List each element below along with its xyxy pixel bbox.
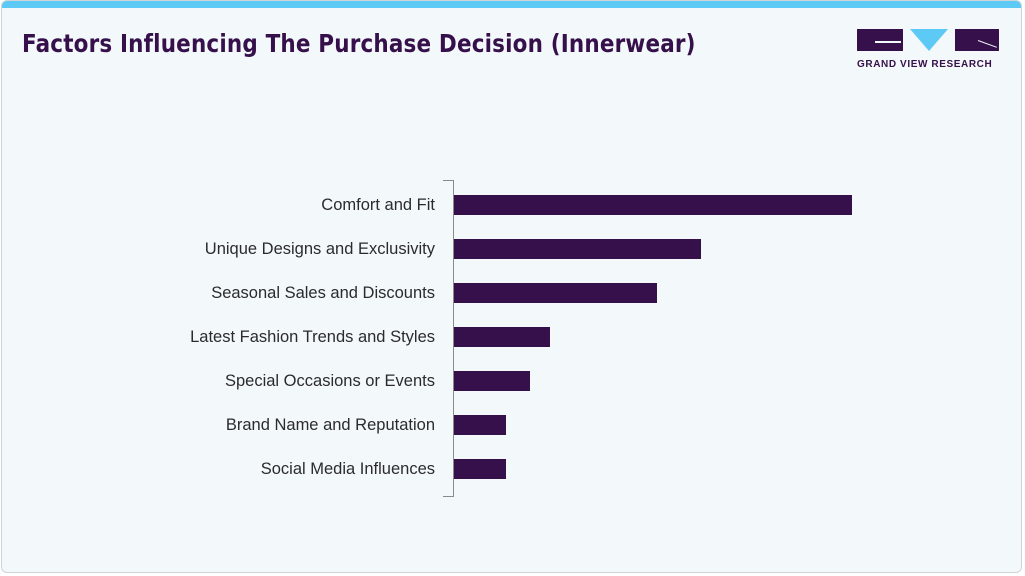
bar (454, 239, 701, 259)
logo-block-left (857, 29, 903, 51)
bar (454, 195, 852, 215)
category-label: Seasonal Sales and Discounts (211, 284, 435, 302)
category-label: Comfort and Fit (321, 196, 435, 214)
chart-title: Factors Influencing The Purchase Decisio… (22, 29, 696, 58)
category-label: Special Occasions or Events (224, 372, 435, 390)
bar (454, 283, 657, 303)
bar (454, 327, 550, 347)
y-axis-tick-top (443, 180, 454, 181)
category-label: Social Media Influences (260, 460, 435, 478)
y-axis-tick-bottom (443, 496, 454, 497)
bar (454, 459, 506, 479)
category-label: Brand Name and Reputation (225, 416, 435, 434)
gvr-logo-icon: GRAND VIEW RESEARCH (857, 29, 999, 71)
bar (454, 415, 506, 435)
accent-top-bar (2, 1, 1021, 8)
y-axis-line (453, 180, 454, 496)
category-label: Latest Fashion Trends and Styles (190, 328, 435, 346)
logo-triangle (910, 29, 948, 51)
category-label: Unique Designs and Exclusivity (204, 240, 435, 258)
bar (454, 371, 530, 391)
logo-block-right (955, 29, 999, 51)
logo-text: GRAND VIEW RESEARCH (857, 59, 993, 70)
